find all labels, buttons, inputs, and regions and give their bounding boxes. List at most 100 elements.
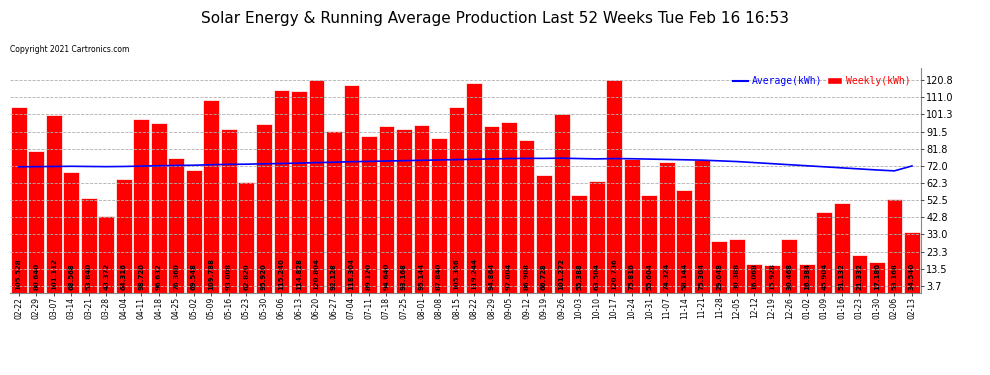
Bar (624, 159, 640, 292)
Text: 34.540: 34.540 (909, 262, 915, 290)
Bar (851, 255, 867, 292)
Bar (326, 130, 342, 292)
Bar (134, 119, 149, 292)
Bar (309, 80, 325, 292)
Text: 51.132: 51.132 (839, 263, 844, 290)
Text: 93.008: 93.008 (226, 263, 232, 290)
Text: 120.736: 120.736 (611, 258, 617, 290)
Bar (904, 232, 920, 292)
Bar (764, 264, 780, 292)
Bar (46, 115, 61, 292)
Text: 62.820: 62.820 (244, 263, 249, 290)
Bar (659, 162, 674, 292)
Text: 55.388: 55.388 (576, 263, 582, 290)
Text: 45.904: 45.904 (822, 262, 828, 290)
Text: 86.908: 86.908 (524, 263, 530, 290)
Bar (484, 126, 500, 292)
Bar (746, 264, 762, 292)
Bar (239, 182, 254, 292)
Bar (606, 80, 622, 292)
Text: 43.372: 43.372 (103, 263, 109, 290)
Bar (887, 199, 902, 292)
Bar (642, 195, 657, 292)
Text: 114.828: 114.828 (296, 258, 302, 290)
Bar (448, 107, 464, 292)
Text: 16.384: 16.384 (804, 263, 810, 290)
Text: 119.244: 119.244 (471, 258, 477, 290)
Text: Copyright 2021 Cartronics.com: Copyright 2021 Cartronics.com (10, 45, 130, 54)
Bar (256, 124, 272, 292)
Text: 15.928: 15.928 (769, 263, 775, 290)
Bar (344, 84, 359, 292)
Text: 115.240: 115.240 (278, 258, 284, 290)
Text: 30.468: 30.468 (786, 263, 792, 290)
Text: 94.864: 94.864 (489, 262, 495, 290)
Text: 89.120: 89.120 (366, 263, 372, 290)
Legend: Average(kWh), Weekly(kWh): Average(kWh), Weekly(kWh) (730, 72, 914, 90)
Bar (834, 202, 849, 292)
Text: 69.548: 69.548 (191, 263, 197, 290)
Text: 109.788: 109.788 (208, 258, 214, 290)
Bar (729, 239, 744, 292)
Text: 76.360: 76.360 (173, 263, 179, 290)
Text: 92.128: 92.128 (331, 263, 337, 290)
Text: 96.632: 96.632 (155, 263, 161, 290)
Bar (519, 140, 535, 292)
Bar (869, 262, 885, 292)
Bar (63, 172, 79, 292)
Text: 53.168: 53.168 (891, 263, 897, 290)
Text: 87.840: 87.840 (436, 262, 442, 290)
Text: 118.304: 118.304 (348, 258, 354, 290)
Bar (537, 175, 552, 292)
Bar (589, 181, 605, 292)
Text: 66.728: 66.728 (542, 263, 547, 290)
Text: 30.388: 30.388 (734, 263, 740, 290)
Text: 21.332: 21.332 (856, 263, 862, 290)
Text: 29.048: 29.048 (717, 263, 723, 290)
Bar (799, 264, 815, 292)
Bar (150, 123, 166, 292)
Text: 97.004: 97.004 (506, 262, 512, 290)
Bar (553, 114, 569, 292)
Bar (781, 239, 797, 292)
Text: 101.272: 101.272 (558, 258, 564, 290)
Bar (396, 129, 412, 292)
Text: 55.604: 55.604 (646, 263, 652, 290)
Text: 120.804: 120.804 (314, 258, 320, 290)
Bar (273, 90, 289, 292)
Bar (361, 136, 377, 292)
Text: 98.720: 98.720 (139, 263, 145, 290)
Bar (11, 107, 27, 292)
Bar (712, 242, 727, 292)
Bar (29, 151, 45, 292)
Bar (98, 216, 114, 292)
Text: 64.316: 64.316 (121, 263, 127, 290)
Bar (414, 125, 430, 292)
Text: 68.568: 68.568 (68, 263, 74, 290)
Text: 75.304: 75.304 (699, 263, 705, 290)
Bar (817, 212, 833, 292)
Bar (168, 158, 184, 292)
Text: 93.168: 93.168 (401, 263, 407, 290)
Bar (432, 138, 446, 292)
Text: 74.324: 74.324 (663, 262, 669, 290)
Text: 75.816: 75.816 (629, 263, 635, 290)
Text: 58.144: 58.144 (681, 262, 687, 290)
Bar (81, 198, 97, 292)
Text: 94.640: 94.640 (383, 262, 389, 290)
Text: 95.920: 95.920 (261, 263, 267, 290)
Bar (378, 126, 394, 292)
Text: 105.528: 105.528 (16, 258, 22, 290)
Text: 95.144: 95.144 (419, 262, 425, 290)
Text: 16.068: 16.068 (751, 263, 757, 290)
Bar (466, 83, 482, 292)
Bar (186, 170, 202, 292)
Text: 101.112: 101.112 (50, 258, 56, 290)
Bar (571, 195, 587, 292)
Bar (676, 190, 692, 292)
Bar (501, 122, 517, 292)
Text: 17.180: 17.180 (874, 263, 880, 290)
Text: 53.840: 53.840 (86, 263, 92, 290)
Text: 105.356: 105.356 (453, 258, 459, 290)
Bar (204, 99, 219, 292)
